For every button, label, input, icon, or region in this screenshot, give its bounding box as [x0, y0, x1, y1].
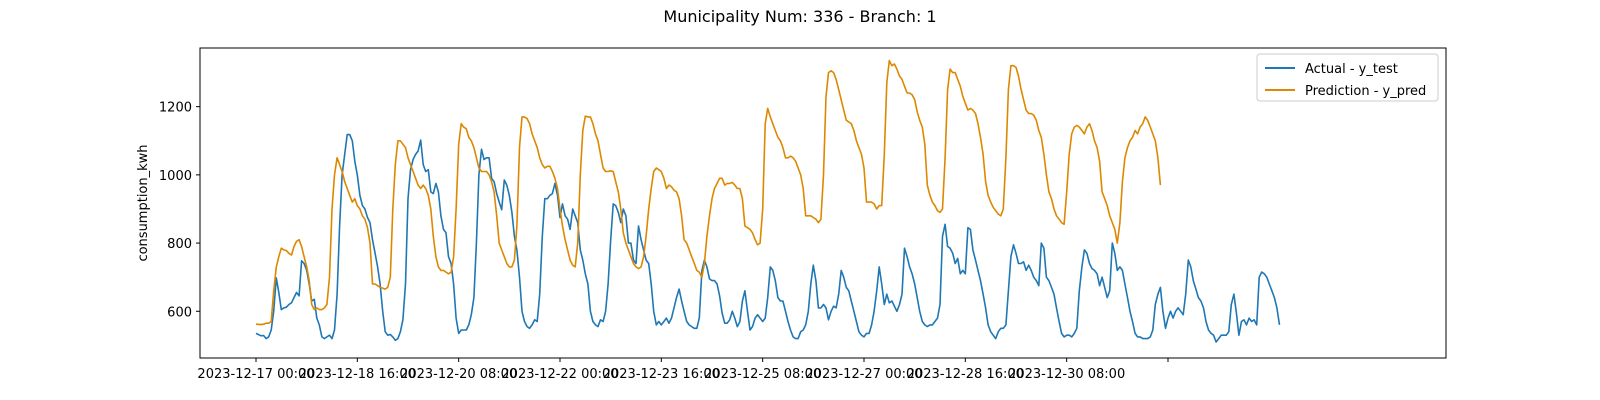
x-tick-label: 2023-12-27 00:00 — [805, 367, 922, 382]
legend-label-actual: Actual - y_test — [1305, 62, 1398, 77]
x-tick-label: 2023-12-20 08:00 — [400, 367, 517, 382]
y-tick-label: 800 — [167, 237, 192, 252]
chart-title: Municipality Num: 336 - Branch: 1 — [663, 7, 936, 26]
series-line-prediction — [255, 59, 1162, 326]
x-tick-label: 2023-12-28 16:00 — [907, 367, 1024, 382]
x-tick-label: 2023-12-30 08:00 — [1008, 367, 1125, 382]
legend-label-prediction: Prediction - y_pred — [1305, 84, 1426, 99]
legend-box — [1256, 53, 1439, 102]
x-tick-label: 2023-12-18 16:00 — [299, 367, 416, 382]
y-axis: 600 800 1000 1200 — [159, 101, 200, 320]
x-tick-label: 2023-12-17 00:00 — [197, 367, 314, 382]
x-tick-label: 2023-12-25 08:00 — [704, 367, 821, 382]
y-tick-label: 600 — [167, 305, 192, 320]
y-tick-label: 1200 — [159, 101, 192, 116]
y-axis-label: consumption_kwh — [136, 144, 151, 261]
series-lines — [255, 59, 1281, 343]
legend: Actual - y_test Prediction - y_pred — [1256, 53, 1439, 102]
series-line-actual — [255, 133, 1281, 343]
x-tick-label: 2023-12-22 00:00 — [501, 367, 618, 382]
x-tick-label: 2023-12-23 16:00 — [603, 367, 720, 382]
y-tick-label: 1000 — [159, 169, 192, 184]
